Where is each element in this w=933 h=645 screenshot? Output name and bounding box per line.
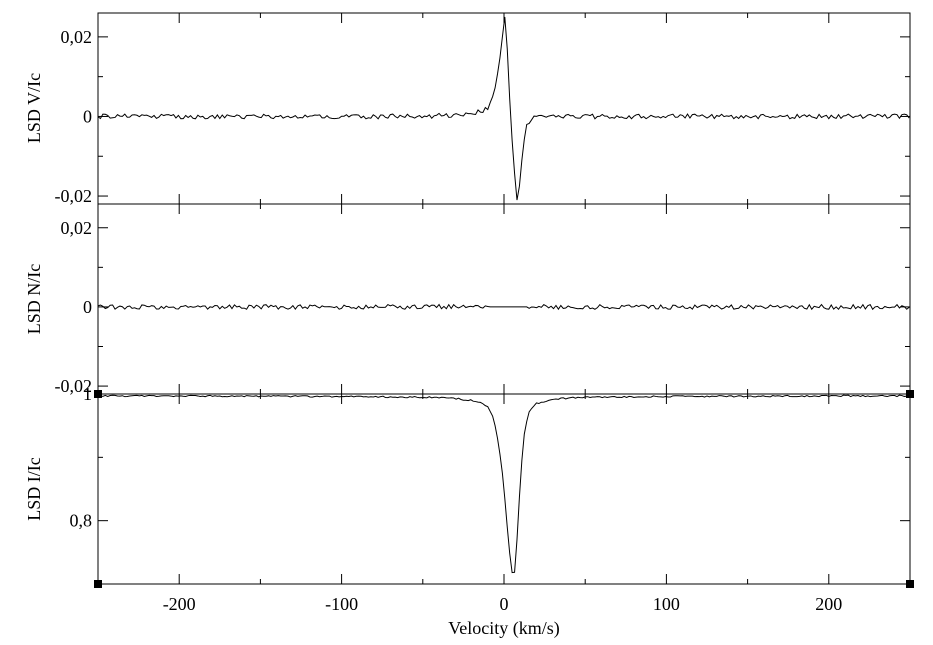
x-tick-label: -100	[325, 594, 358, 614]
panel-top-ylabel: LSD V/Ic	[24, 73, 44, 143]
panel-bottom: 1 0,8 -200 -100 0 100 200 LSD I/Ic Velocity (k…	[24, 384, 911, 639]
selection-handle-bottom-right[interactable]	[906, 580, 914, 588]
panel-top-trace	[97, 16, 910, 201]
y-tick-label: 0,02	[61, 27, 93, 47]
panel-middle-ylabel: LSD N/Ic	[24, 264, 44, 335]
x-tick-label: 200	[815, 594, 842, 614]
y-tick-label: -0,02	[55, 376, 93, 396]
panel-bottom-tick-labels: 1 0,8 -200 -100 0 100 200	[70, 384, 843, 614]
selection-handle-top-left[interactable]	[94, 390, 102, 398]
selection-handle-top-right[interactable]	[906, 390, 914, 398]
panel-top-tick-labels: 0,02 0 -0,02	[55, 27, 93, 206]
y-tick-label: 1	[83, 384, 92, 404]
x-tick-label: 100	[653, 594, 680, 614]
selection-handle-bottom-left[interactable]	[94, 580, 102, 588]
x-tick-label: 0	[500, 594, 509, 614]
panel-bottom-ylabel: LSD I/Ic	[24, 457, 44, 520]
panel-middle-frame	[97, 203, 911, 395]
y-tick-label: 0,8	[70, 511, 93, 531]
y-tick-label: -0,02	[55, 186, 93, 206]
panel-top-ticks	[97, 13, 911, 204]
x-tick-label: -200	[163, 594, 196, 614]
panel-middle: 0,02 0 -0,02 LSD N/Ic	[24, 203, 911, 396]
panel-middle-ticks	[97, 204, 911, 394]
y-tick-label: 0,02	[61, 218, 93, 238]
y-tick-label: 0	[83, 106, 92, 126]
y-tick-label: 0	[83, 297, 92, 317]
panel-middle-trace	[97, 303, 910, 311]
panel-top-frame	[97, 12, 911, 205]
panel-middle-tick-labels: 0,02 0 -0,02	[55, 218, 93, 396]
panel-bottom-trace	[97, 394, 910, 574]
x-axis-label: Velocity (km/s)	[448, 618, 559, 639]
panel-top: 0,02 0 -0,02 LSD V/Ic	[24, 12, 911, 206]
selection-handles[interactable]	[94, 390, 914, 588]
